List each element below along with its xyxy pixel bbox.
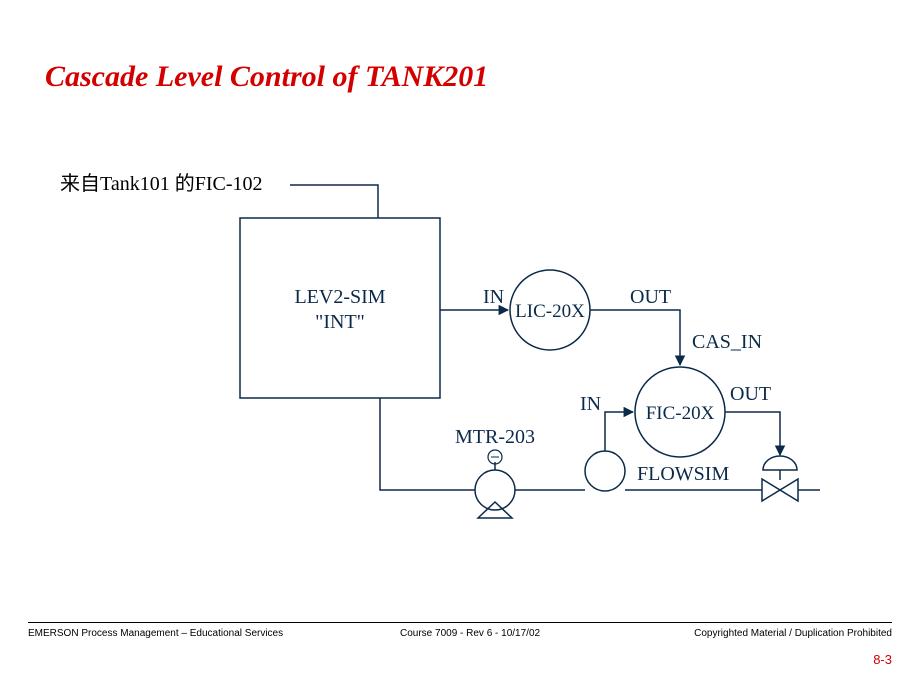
cas-in-label: CAS_IN — [692, 331, 762, 353]
lic-out-line — [590, 310, 680, 365]
source-line — [290, 185, 378, 218]
fic-in-line — [605, 412, 633, 451]
tank-rect — [240, 218, 440, 398]
lic-in-label: IN — [483, 286, 504, 308]
footer-left: EMERSON Process Management – Educational… — [28, 628, 283, 639]
flowsim-label: FLOWSIM — [637, 463, 729, 485]
tank-label-1: LEV2-SIM — [294, 286, 385, 308]
fic-out-label: OUT — [730, 383, 771, 405]
fic-label: FIC-20X — [646, 403, 715, 424]
flow-sensor-circle — [585, 451, 625, 491]
lic-out-label: OUT — [630, 286, 671, 308]
source-label: 来自Tank101 的FIC-102 — [60, 172, 262, 195]
valve-body — [762, 479, 798, 501]
process-diagram: 来自Tank101 的FIC-102 LEV2-SIM "INT" IN LIC… — [0, 0, 920, 690]
footer-right: Copyrighted Material / Duplication Prohi… — [694, 628, 892, 639]
pump-label: MTR-203 — [455, 426, 535, 448]
tank-label-2: "INT" — [315, 311, 365, 333]
lic-label: LIC-20X — [515, 301, 585, 322]
slide: Cascade Level Control of TANK201 来自Tank1… — [0, 0, 920, 690]
fic-in-label: IN — [580, 393, 601, 415]
footer-rule — [28, 622, 892, 623]
pump-circle — [475, 470, 515, 510]
footer-center: Course 7009 - Rev 6 - 10/17/02 — [400, 628, 540, 639]
fic-out-line — [725, 412, 780, 455]
valve-actuator — [763, 456, 797, 470]
page-number: 8-3 — [873, 652, 892, 667]
